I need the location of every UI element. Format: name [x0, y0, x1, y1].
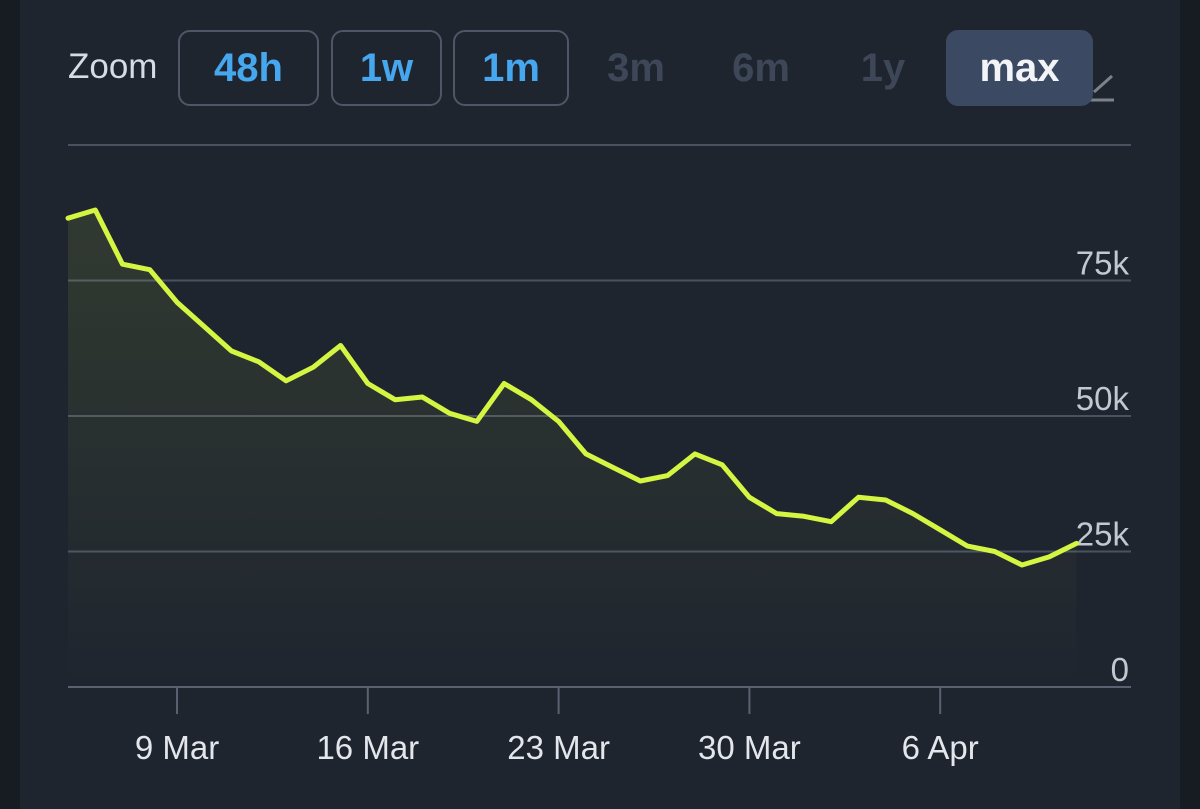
- zoom-1y-button[interactable]: 1y: [860, 45, 906, 90]
- x-tick-label: 6 Apr: [902, 729, 979, 766]
- y-axis-ticks: 0 25k 50k 75k: [1076, 245, 1130, 689]
- right-edge: [1180, 0, 1200, 809]
- y-tick-label: 50k: [1076, 380, 1130, 417]
- zoom-3m-button[interactable]: 3m: [607, 45, 665, 90]
- x-tick-label: 30 Mar: [698, 729, 801, 766]
- x-tick-label: 9 Mar: [135, 729, 219, 766]
- zoom-label: Zoom: [68, 47, 158, 86]
- x-axis: 9 Mar 16 Mar 23 Mar 30 Mar 6 Apr: [135, 687, 979, 766]
- zoom-1w-button[interactable]: 1w: [331, 30, 442, 106]
- zoom-1m-button[interactable]: 1m: [453, 30, 569, 106]
- zoom-48h-button[interactable]: 48h: [178, 30, 319, 106]
- y-tick-label: 75k: [1076, 245, 1130, 282]
- zoom-max-button[interactable]: max: [946, 30, 1093, 106]
- x-tick-label: 23 Mar: [507, 729, 610, 766]
- series-line: [65, 207, 1079, 568]
- zoom-bar: Zoom 48h 1w 1m 3m 6m 1y max: [0, 0, 1200, 120]
- zoom-6m-button[interactable]: 6m: [732, 45, 790, 90]
- left-edge: [0, 0, 20, 809]
- y-tick-label: 25k: [1076, 516, 1130, 553]
- series-area-fill: [68, 210, 1077, 687]
- x-tick-label: 16 Mar: [316, 729, 419, 766]
- y-tick-label: 0: [1111, 651, 1129, 688]
